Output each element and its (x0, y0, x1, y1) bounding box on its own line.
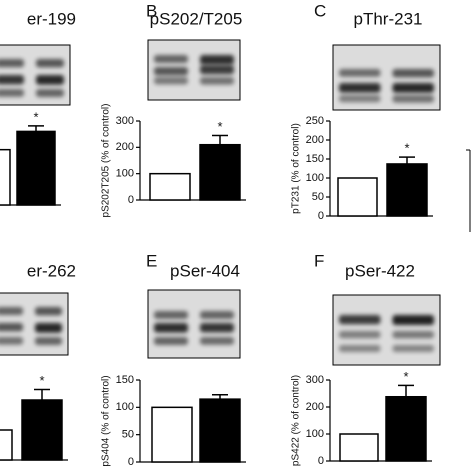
y-tick-label: 200 (306, 134, 324, 146)
y-tick-label: 150 (116, 374, 134, 386)
blot-band (0, 59, 24, 68)
bar (21, 399, 63, 461)
y-axis-label: pS422 (% of control) (291, 375, 302, 466)
blot-band (339, 345, 381, 352)
bar (199, 398, 241, 463)
blot-band (154, 323, 188, 333)
bar (339, 433, 379, 462)
bar (151, 406, 193, 463)
blot-band (35, 307, 62, 316)
y-tick-label: 150 (306, 153, 324, 165)
bar (149, 172, 191, 201)
blot-band (339, 331, 381, 339)
blot-band (36, 75, 64, 85)
y-tick-label: 0 (318, 455, 324, 467)
blot-band (35, 337, 62, 345)
y-tick-label: 50 (312, 191, 324, 203)
blot-band (392, 83, 434, 93)
blot-band (339, 69, 381, 77)
blot-band (392, 95, 434, 103)
panel-title: er-262 (27, 261, 76, 280)
y-tick-label: 250 (306, 115, 324, 127)
blot-band (0, 337, 23, 345)
blot-band (0, 323, 23, 332)
significance-star: * (403, 369, 408, 384)
panel-title: pSer-422 (345, 261, 415, 280)
panel-title: er-199 (27, 9, 76, 28)
blot-band (200, 77, 234, 85)
blot-band (154, 337, 188, 345)
y-tick-label: 200 (306, 401, 324, 413)
bar (386, 163, 428, 217)
blot-band (392, 345, 434, 352)
blot-band (392, 315, 434, 325)
panel-title: pSer-404 (170, 261, 240, 280)
panel-letter: E (146, 251, 157, 270)
significance-star: * (39, 373, 44, 388)
bar (0, 148, 11, 206)
blot-band (36, 59, 64, 68)
y-axis-label: pT231 (% of control) (291, 123, 302, 214)
y-tick-label: 300 (116, 115, 134, 127)
blot-band (200, 65, 234, 75)
y-tick-label: 0 (128, 456, 134, 468)
significance-star: * (217, 119, 222, 134)
blot-band (339, 83, 381, 93)
y-tick-label: 100 (116, 401, 134, 413)
blot-band (200, 311, 234, 319)
blot-band (0, 75, 24, 85)
blot-band (200, 323, 234, 333)
bar (337, 177, 378, 217)
blot-band (154, 67, 188, 76)
y-tick-label: 50 (122, 429, 134, 441)
blot-band (392, 331, 434, 339)
blot-band (339, 315, 381, 325)
blot-band (339, 95, 381, 103)
blot-band (154, 55, 188, 63)
y-tick-label: 300 (306, 374, 324, 386)
blot-band (392, 69, 434, 78)
y-tick-label: 100 (116, 168, 134, 180)
blot-band (36, 89, 64, 97)
y-axis-label: pS202T205 (% of control) (101, 104, 112, 218)
y-tick-label: 100 (306, 172, 324, 184)
bar (199, 143, 241, 201)
bar (385, 395, 427, 462)
y-tick-label: 200 (116, 141, 134, 153)
significance-star: * (33, 109, 38, 124)
y-tick-label: 0 (318, 210, 324, 222)
blot-band (154, 311, 188, 319)
blot-band (200, 55, 234, 65)
panel-title: pThr-231 (354, 9, 423, 28)
blot-band (200, 337, 234, 345)
y-axis-label: pS404 (% of control) (101, 375, 112, 466)
panel-letter: C (314, 1, 326, 20)
panel-letter: B (146, 1, 157, 20)
blot-band (154, 77, 188, 85)
blot (332, 294, 441, 366)
bar (16, 130, 56, 206)
y-tick-label: 0 (128, 194, 134, 206)
blot-band (0, 307, 23, 315)
significance-star: * (404, 141, 409, 156)
blot-band (0, 89, 24, 97)
panel-title: pS202/T205 (150, 9, 243, 28)
bar (0, 429, 13, 461)
blot-band (35, 323, 62, 333)
panel-letter: F (314, 251, 324, 270)
y-tick-label: 100 (306, 428, 324, 440)
